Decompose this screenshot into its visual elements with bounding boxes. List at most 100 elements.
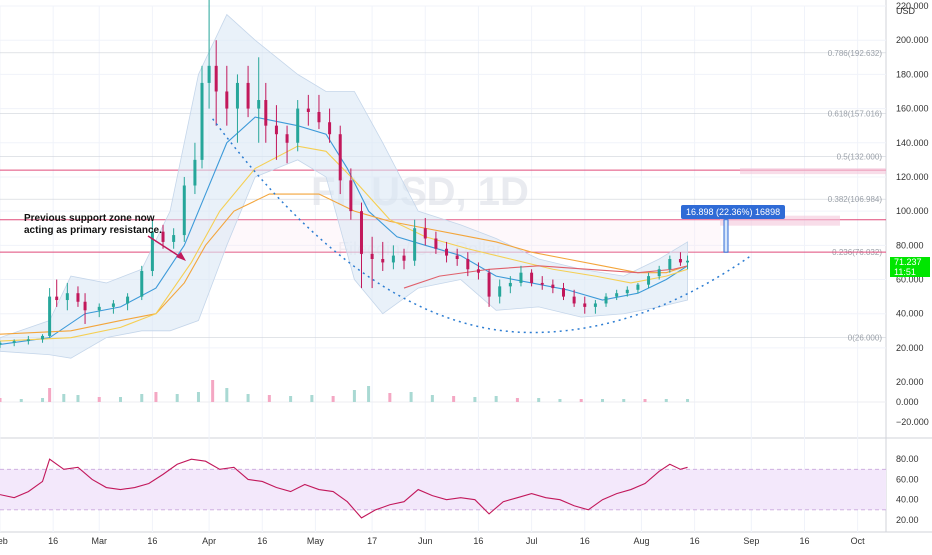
candle-body (572, 296, 576, 304)
fib-level-label: 0(26.000) (848, 334, 883, 343)
candle-body (466, 259, 470, 270)
volume-bar (515, 398, 519, 402)
candle-body (328, 122, 332, 135)
candle-body (423, 228, 427, 239)
candle-body (55, 296, 59, 301)
x-tick-label: Oct (851, 536, 866, 546)
volume-bar (600, 399, 604, 402)
volume-tick-label: 0.000 (896, 397, 919, 407)
candle-body (257, 100, 261, 109)
volume-bar (352, 390, 356, 402)
currency-label: USD (896, 6, 916, 16)
volume-bar (310, 395, 314, 402)
candle-body (285, 134, 289, 143)
x-tick-label: 16 (147, 536, 157, 546)
x-tick-label: Mar (91, 536, 107, 546)
candle-body (207, 65, 211, 83)
candle-body (306, 108, 310, 112)
volume-bar (48, 388, 52, 402)
volume-bar (140, 394, 144, 402)
x-tick-label: Jul (526, 536, 538, 546)
fib-level-label: 0.382(106.984) (828, 195, 883, 204)
y-tick-label: 80.000 (896, 240, 924, 250)
candle-body (214, 65, 218, 92)
x-tick-label: 16 (799, 536, 809, 546)
fib-level-label: 0.786(192.632) (828, 49, 883, 58)
volume-bar (430, 395, 434, 402)
candle-body (686, 260, 690, 263)
candle-body (274, 125, 278, 135)
x-tick-label: 16 (257, 536, 267, 546)
candle-body (200, 82, 204, 160)
candle-body (83, 301, 87, 311)
candle-body (65, 293, 69, 301)
candle-body (370, 253, 374, 260)
volume-tick-label: 20.000 (896, 377, 924, 387)
candle-body (647, 276, 651, 285)
volume-bar (664, 399, 668, 402)
volume-bar (409, 392, 413, 402)
x-tick-label: 16 (473, 536, 483, 546)
candle-body (402, 255, 406, 261)
volume-bar (558, 399, 562, 402)
x-tick-label: 16 (48, 536, 58, 546)
candle-body (26, 339, 30, 342)
y-tick-label: 180.000 (896, 69, 929, 79)
candle-body (140, 270, 144, 297)
bollinger-band (0, 13, 688, 359)
volume-bar (225, 388, 229, 402)
last-price-value: 71.237 (894, 257, 922, 267)
last-price-badge: 71.237 11:51 (890, 257, 930, 277)
candle-body (12, 341, 16, 343)
y-tick-label: 220.000 (896, 1, 929, 11)
y-tick-label: 140.000 (896, 138, 929, 148)
candle-body (413, 228, 417, 261)
moving-average-line (403, 265, 688, 289)
candle-body (604, 296, 608, 304)
candle-body (668, 259, 672, 270)
candle-body (657, 269, 661, 277)
volume-bar (267, 395, 271, 402)
candle-body (583, 303, 587, 307)
y-tick-label: 120.000 (896, 172, 929, 182)
volume-bar (175, 394, 179, 402)
x-tick-label: 17 (367, 536, 377, 546)
x-tick-label: May (307, 536, 325, 546)
candle-body (182, 185, 186, 236)
candle-body (519, 272, 523, 283)
x-tick-label: Apr (202, 536, 216, 546)
volume-bar (643, 399, 647, 402)
rsi-line (0, 458, 688, 519)
volume-bar (686, 399, 690, 402)
y-tick-label: 60.000 (896, 275, 924, 285)
volume-bar (331, 396, 335, 402)
measure-bracket (723, 219, 729, 253)
volume-bar (41, 398, 45, 402)
x-tick-label: 16 (690, 536, 700, 546)
candle-body (445, 248, 449, 256)
y-tick-label: 20.000 (896, 343, 924, 353)
candle-body (97, 306, 101, 311)
rsi-tick-label: 20.00 (896, 515, 919, 525)
candle-body (296, 108, 300, 143)
rsi-tick-label: 60.00 (896, 474, 919, 484)
candle-body (225, 91, 229, 109)
last-price-time: 11:51 (894, 267, 916, 277)
moving-average-line (0, 116, 688, 346)
candle-body (359, 211, 363, 254)
volume-bar (211, 380, 215, 402)
candle-body (317, 111, 321, 123)
volume-bar (537, 398, 541, 402)
measure-tag: 16.898 (22.36%) 16898 (681, 205, 786, 219)
volume-bar (367, 386, 371, 402)
candle-body (111, 303, 115, 307)
volume-tick-label: −20.000 (896, 417, 929, 427)
candle-body (381, 259, 385, 263)
volume-bar (76, 395, 80, 402)
candle-body (508, 282, 512, 287)
y-tick-label: 40.000 (896, 309, 924, 319)
volume-bar (289, 396, 293, 402)
y-tick-label: 200.000 (896, 35, 929, 45)
x-tick-label: Jun (418, 536, 433, 546)
